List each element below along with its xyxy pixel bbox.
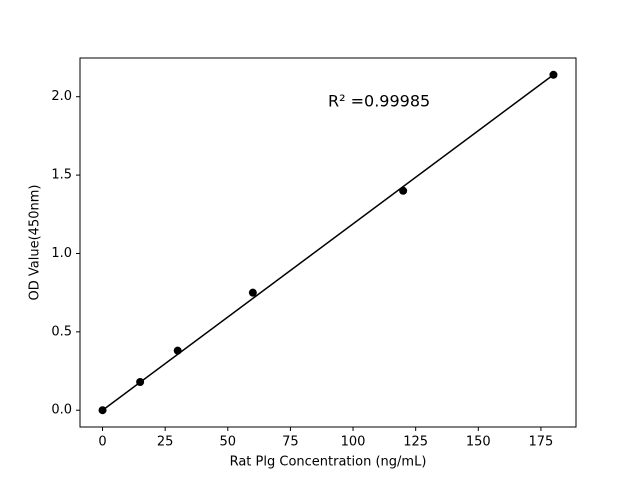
x-tick-label: 50 [220, 435, 237, 450]
annotation: R² =0.99985 [328, 92, 430, 111]
y-tick-label: 1.5 [51, 168, 72, 183]
point [136, 378, 145, 387]
y-tick-label: 0.5 [51, 324, 72, 339]
x-tick-label: 175 [529, 435, 554, 450]
fit-line [102, 74, 554, 411]
point [98, 406, 107, 415]
point [173, 346, 182, 355]
point [399, 186, 408, 195]
x-tick-label: 0 [98, 435, 106, 450]
x-tick-label: 125 [403, 435, 428, 450]
x-tick-label: 25 [157, 435, 174, 450]
point [549, 70, 558, 79]
y-tick-label: 0.0 [51, 403, 72, 418]
y-tick-label: 2.0 [51, 89, 72, 104]
x-axis-label: Rat Plg Concentration (ng/mL) [230, 455, 427, 470]
x-tick-label: 75 [282, 435, 299, 450]
y-tick-label: 1.0 [51, 246, 72, 261]
x-tick-label: 150 [466, 435, 491, 450]
x-tick-label: 100 [341, 435, 366, 450]
point [248, 288, 257, 297]
plot-frame [79, 57, 577, 428]
y-axis-label: OD Value(450nm) [28, 185, 43, 301]
